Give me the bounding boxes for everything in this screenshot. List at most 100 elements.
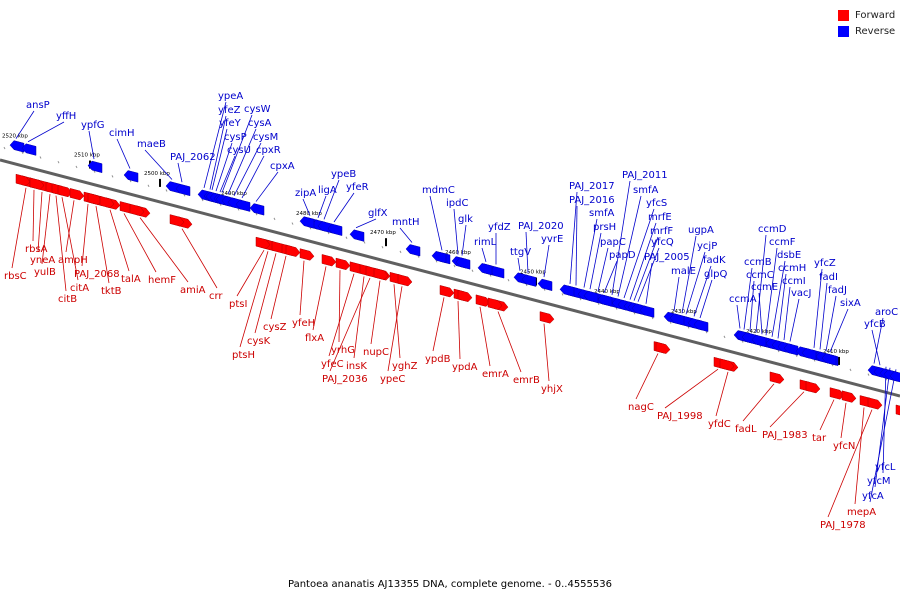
reverse-gene-label-cpxa: cpxA — [270, 161, 295, 172]
reverse-gene-label-paj-2011: PAJ_2011 — [622, 170, 668, 181]
minor-tick — [435, 260, 438, 263]
minor-tick — [75, 165, 78, 169]
reverse-gene-label-ycjp: ycjP — [697, 241, 717, 252]
reverse-gene-label-ccme: ccmE — [751, 282, 778, 293]
minor-tick — [471, 269, 474, 272]
scale-label: 2520 kbp — [2, 134, 28, 140]
minor-tick — [129, 179, 132, 183]
leader-line — [355, 218, 377, 229]
forward-gene-feature — [129, 203, 145, 216]
forward-gene-feature — [299, 248, 315, 261]
minor-tick — [705, 330, 708, 334]
reverse-gene-label-fadk: fadK — [703, 255, 726, 266]
leader-line — [736, 304, 741, 329]
leader-line — [681, 235, 697, 314]
reverse-gene-feature — [9, 140, 25, 153]
reverse-gene-label-mnth: mntH — [392, 217, 420, 228]
minor-tick — [687, 326, 690, 329]
legend-forward-label: Forward — [855, 10, 896, 21]
reverse-gene-label-yfez: yfeZ — [218, 105, 241, 116]
leader-line — [497, 311, 522, 373]
leader-line — [37, 191, 43, 253]
forward-gene-label-nupc: nupC — [363, 347, 389, 358]
forward-gene-feature — [285, 244, 301, 257]
forward-gene-label-ypda: ypdA — [452, 362, 478, 373]
leader-line — [715, 371, 729, 417]
reverse-gene-label-yfer: yfeR — [346, 182, 369, 193]
leader-line — [328, 273, 355, 357]
forward-gene-label-tktb: tktB — [101, 286, 122, 297]
minor-tick — [183, 194, 186, 197]
leader-line — [874, 367, 891, 488]
forward-gene-label-tala: talA — [121, 274, 141, 285]
reverse-gene-label-yffh: yffH — [56, 111, 76, 122]
leader-line — [181, 228, 218, 289]
reverse-gene-label-ugpa: ugpA — [688, 225, 714, 236]
forward-gene-feature — [397, 274, 413, 287]
scale-label: 2420 kbp — [746, 329, 772, 335]
reverse-gene-label-fadi: fadI — [819, 272, 838, 283]
minor-tick — [111, 175, 114, 178]
forward-gene-label-fadl: fadL — [735, 424, 757, 435]
leader-line — [81, 203, 89, 267]
reverse-gene-feature — [751, 334, 767, 348]
forward-gene-feature — [719, 358, 735, 371]
leader-line — [317, 195, 327, 218]
minor-tick — [795, 354, 798, 357]
leader-line — [41, 194, 51, 265]
leader-line — [255, 171, 279, 202]
forward-gene-label-insk: insK — [346, 361, 367, 372]
minor-tick — [273, 217, 276, 221]
reverse-gene-label-ccmh: ccmH — [778, 263, 806, 274]
reverse-gene-feature — [537, 278, 553, 292]
leader-line — [517, 257, 521, 271]
leader-line — [743, 267, 753, 330]
leader-line — [116, 138, 131, 169]
leader-line — [777, 273, 787, 339]
reverse-gene-label-yvre: yvrE — [541, 234, 563, 245]
genome-caption: Pantoea ananatis AJ13355 DNA, complete g… — [288, 579, 612, 590]
leader-line — [144, 149, 173, 180]
leader-line — [139, 217, 189, 283]
reverse-gene-label-yfey: yfeY — [219, 118, 242, 129]
leader-line — [209, 115, 227, 190]
minor-tick — [579, 297, 582, 301]
leader-line — [432, 297, 445, 352]
reverse-gene-label-glpq: glpQ — [704, 269, 727, 280]
minor-tick — [309, 227, 312, 230]
minor-tick — [381, 245, 384, 249]
forward-gene-feature — [895, 404, 900, 416]
forward-gene-label-ptsh: ptsH — [232, 350, 255, 361]
leader-line — [693, 265, 712, 317]
forward-gene-label-rbsa: rbsA — [25, 244, 48, 255]
minor-tick — [867, 373, 870, 376]
reverse-gene-label-zipa: zipA — [295, 188, 316, 199]
reverse-gene-feature — [349, 229, 365, 242]
forward-gene-feature — [15, 173, 31, 187]
reverse-gene-label-mrfe: mrfE — [648, 212, 672, 223]
forward-gene-label-cysk: cysK — [247, 336, 271, 347]
leader-line — [840, 402, 847, 439]
leader-line — [11, 187, 27, 269]
forward-gene-label-yhjx: yhjX — [541, 384, 563, 395]
forward-gene-label-ypec: ypeC — [380, 374, 405, 385]
minor-tick — [3, 146, 6, 150]
forward-swatch — [838, 10, 849, 21]
reverse-gene-label-ansp: ansP — [26, 100, 50, 111]
leader-line — [215, 142, 233, 192]
reverse-gene-feature — [21, 143, 37, 156]
minor-tick — [885, 378, 888, 381]
leader-line — [873, 317, 884, 364]
reverse-gene-label-smfa: smfA — [589, 208, 614, 219]
minor-tick — [759, 345, 762, 348]
reverse-swatch — [838, 26, 849, 37]
minor-tick — [327, 231, 330, 235]
forward-gene-feature — [841, 390, 857, 403]
leader-line — [479, 306, 491, 367]
reverse-gene-label-cysw: cysW — [244, 104, 271, 115]
forward-gene-label-yulb: yulB — [34, 267, 56, 278]
reverse-gene-label-paj-2020: PAJ_2020 — [518, 221, 564, 232]
leader-line — [221, 114, 253, 193]
reverse-gene-label-glfx: glfX — [368, 208, 388, 219]
